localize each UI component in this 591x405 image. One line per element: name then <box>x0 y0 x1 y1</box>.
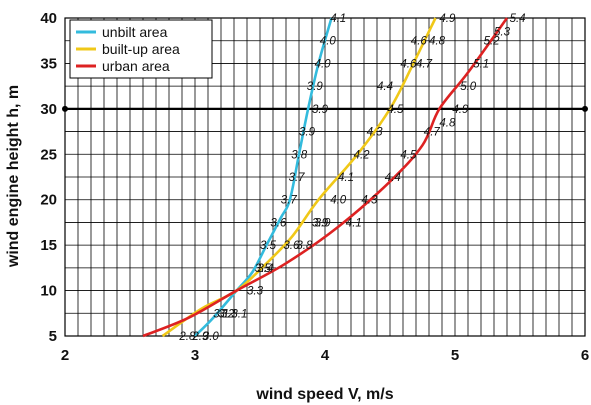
data-labels: 3.03.23.33.43.53.63.73.73.83.93.93.94.04… <box>178 13 525 343</box>
data-label-unbilt-area: 3.0 <box>203 331 220 343</box>
axes: 2 3 4 5 6 5 10 15 20 25 30 35 40 <box>40 10 589 364</box>
data-label-built-up-area: 3.5 <box>255 263 272 275</box>
data-label-built-up-area: 2.8 <box>178 331 196 343</box>
series-line-unbilt-area <box>194 17 333 337</box>
x-tick-label: 6 <box>581 347 589 364</box>
reference-line-marker <box>62 105 68 112</box>
data-label-built-up-area: 4.7 <box>416 58 433 70</box>
y-axis-label: wind engine height h, m <box>5 85 22 268</box>
series-lines <box>142 17 509 338</box>
data-label-urban-area: 2.9 <box>191 331 209 343</box>
data-label-unbilt-area: 4.0 <box>320 36 337 48</box>
data-label-urban-area: 3.8 <box>296 240 313 252</box>
data-label-unbilt-area: 3.9 <box>312 104 329 116</box>
data-label-urban-area: 4.1 <box>346 217 362 229</box>
y-tick-label: 25 <box>40 146 57 163</box>
x-tick-label: 2 <box>61 347 69 364</box>
data-label-unbilt-area: 4.0 <box>315 58 332 70</box>
data-label-built-up-area: 4.9 <box>439 13 456 25</box>
data-label-urban-area: 3.9 <box>312 217 329 229</box>
legend-label-unbilt-area: unbilt area <box>102 24 168 40</box>
data-label-urban-area: 5.4 <box>510 13 526 25</box>
data-label-built-up-area: 4.3 <box>367 127 384 139</box>
data-label-built-up-area: 4.5 <box>387 104 404 116</box>
y-tick-label: 15 <box>40 237 57 254</box>
data-label-built-up-area: 3.9 <box>315 217 332 229</box>
data-label-urban-area: 4.5 <box>400 149 417 161</box>
data-label-urban-area: 4.9 <box>452 104 469 116</box>
data-label-urban-area: 4.8 <box>439 117 456 129</box>
data-label-urban-area: 3.1 <box>221 308 237 320</box>
legend-label-urban-area: urban area <box>102 58 170 74</box>
x-axis-label: wind speed V, m/s <box>255 386 393 403</box>
data-label-unbilt-area: 3.7 <box>281 195 298 207</box>
y-tick-label: 20 <box>40 192 57 209</box>
y-tick-label: 35 <box>40 55 57 72</box>
plot-frame <box>64 17 586 337</box>
data-label-urban-area: 4.3 <box>361 195 378 207</box>
data-label-unbilt-area: 4.1 <box>330 13 346 25</box>
legend-label-built-up-area: built-up area <box>102 41 180 57</box>
y-tick-label: 40 <box>40 10 57 27</box>
y-tick-label: 5 <box>49 328 57 345</box>
data-label-urban-area: 5.3 <box>494 27 511 39</box>
data-label-urban-area: 4.4 <box>385 172 401 184</box>
data-label-built-up-area: 4.0 <box>330 195 347 207</box>
data-label-unbilt-area: 3.8 <box>291 149 308 161</box>
x-tick-label: 5 <box>451 347 459 364</box>
data-label-built-up-area: 4.6 <box>400 58 417 70</box>
data-label-built-up-area: 4.4 <box>377 81 393 93</box>
data-label-unbilt-area: 3.3 <box>247 286 264 298</box>
data-label-urban-area: 3.1 <box>231 308 247 320</box>
data-label-built-up-area: 3.6 <box>283 240 300 252</box>
data-label-built-up-area: 4.1 <box>338 172 354 184</box>
data-label-built-up-area: 4.2 <box>354 149 371 161</box>
data-label-built-up-area: 3.1 <box>213 308 229 320</box>
x-tick-label: 3 <box>191 347 199 364</box>
data-label-unbilt-area: 3.7 <box>289 172 306 184</box>
series-line-urban-area <box>142 17 509 338</box>
data-label-unbilt-area: 3.4 <box>257 263 273 275</box>
data-label-unbilt-area: 3.9 <box>299 127 316 139</box>
data-label-built-up-area: 4.8 <box>429 36 446 48</box>
reference-line-marker <box>582 105 588 112</box>
data-label-unbilt-area: 3.2 <box>218 308 235 320</box>
x-tick-label: 4 <box>321 347 330 364</box>
y-tick-label: 30 <box>40 101 57 118</box>
y-tick-label: 10 <box>40 283 57 300</box>
data-label-urban-area: 5.2 <box>484 36 501 48</box>
data-label-built-up-area: 4.6 <box>411 36 428 48</box>
data-label-urban-area: 5.0 <box>460 81 477 93</box>
data-label-urban-area: 5.1 <box>473 58 489 70</box>
data-label-unbilt-area: 3.5 <box>260 240 277 252</box>
data-label-unbilt-area: 3.9 <box>307 81 324 93</box>
data-label-unbilt-area: 3.6 <box>270 217 287 229</box>
data-label-urban-area: 4.7 <box>424 127 441 139</box>
